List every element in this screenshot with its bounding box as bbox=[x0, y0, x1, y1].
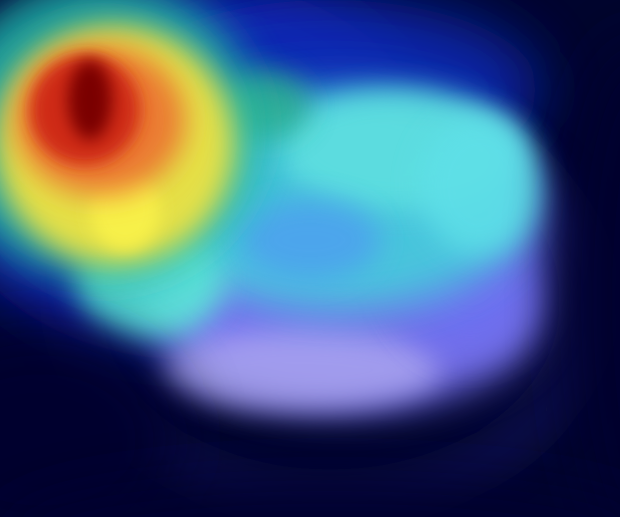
shadow-lower-left bbox=[0, 330, 180, 517]
shadow-bottom bbox=[25, 480, 620, 517]
blue-patch-center bbox=[240, 200, 380, 280]
shadow-right bbox=[570, 50, 620, 517]
brain-bottom-edge bbox=[160, 330, 440, 410]
cyan-region-right bbox=[420, 115, 540, 255]
hotspot-peak bbox=[68, 60, 112, 140]
